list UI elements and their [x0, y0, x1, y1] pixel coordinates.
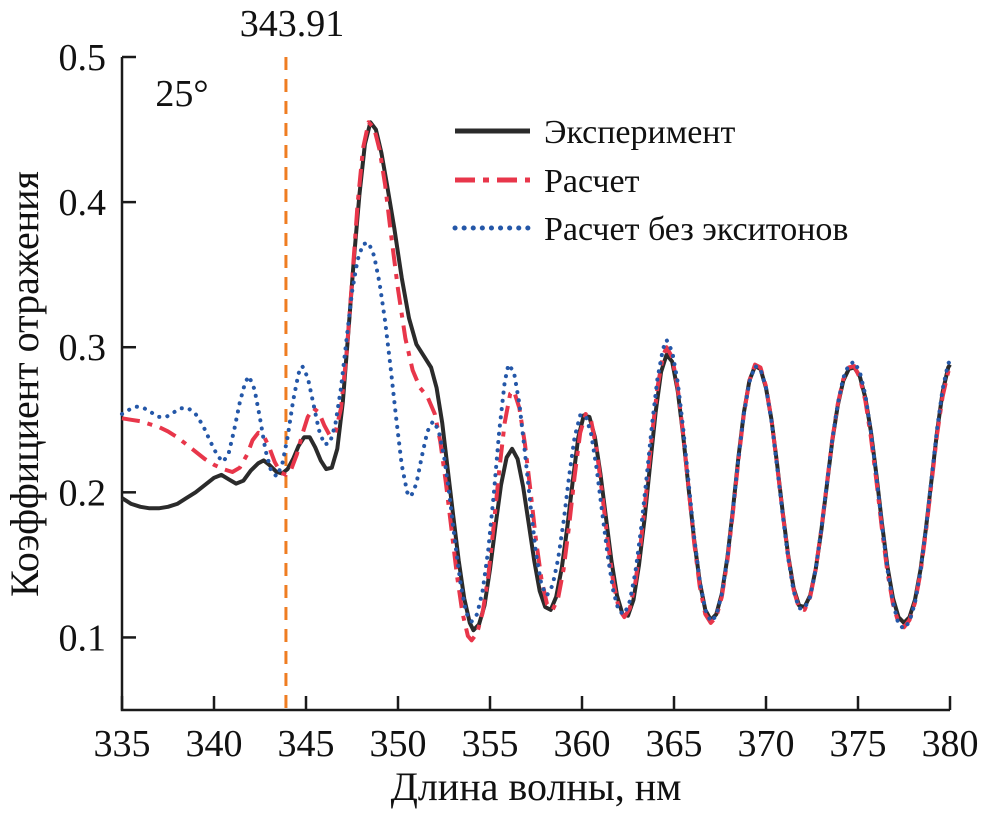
- legend: Эксперимент Расчет Расчет без экситонов: [452, 114, 848, 248]
- threshold-label: 343.91: [240, 3, 345, 45]
- x-tick-label: 380: [922, 723, 979, 765]
- axes: [120, 57, 950, 712]
- x-tick-label: 370: [738, 723, 795, 765]
- x-tick-label: 345: [278, 723, 335, 765]
- x-tick-label: 365: [646, 723, 703, 765]
- legend-label-calculation-without-excitons: Расчет без экситонов: [544, 211, 848, 248]
- legend-label-calculation: Расчет: [544, 163, 640, 200]
- x-tick-label: 340: [186, 723, 243, 765]
- legend-label-experiment: Эксперимент: [544, 114, 735, 151]
- angle-annotation: 25°: [155, 73, 208, 115]
- plot-area: [120, 57, 952, 710]
- y-axis: 0.1 0.2 0.3 0.4 0.5: [59, 37, 136, 659]
- y-tick-label: 0.3: [59, 327, 107, 369]
- x-axis: 335 340 345 350 355 360 365 370 375 380: [94, 696, 979, 765]
- x-tick-label: 355: [462, 723, 519, 765]
- x-tick-label: 335: [94, 723, 151, 765]
- y-axis-title: Коэффициент отражения: [2, 171, 47, 597]
- x-tick-label: 350: [370, 723, 427, 765]
- series-calculation-without-excitons: [120, 240, 952, 631]
- y-tick-label: 0.4: [59, 182, 107, 224]
- y-tick-label: 0.2: [59, 472, 107, 514]
- y-tick-label: 0.1: [59, 617, 107, 659]
- axis-spines: [120, 57, 950, 712]
- x-axis-title: Длина волны, нм: [391, 764, 682, 809]
- y-tick-label: 0.5: [59, 37, 107, 79]
- x-tick-label: 360: [554, 723, 611, 765]
- x-tick-label: 375: [830, 723, 887, 765]
